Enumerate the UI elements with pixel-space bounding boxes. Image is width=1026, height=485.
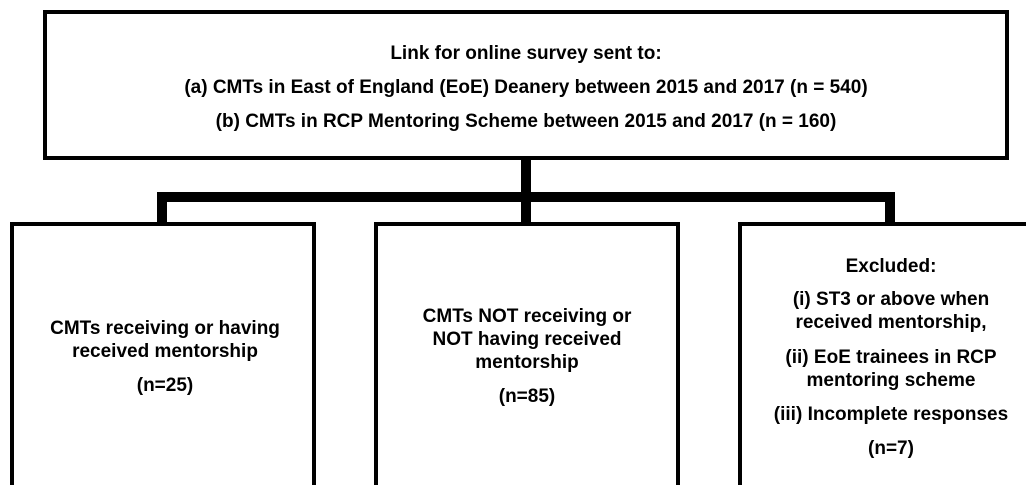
node-line: CMTs NOT receiving or — [423, 306, 632, 327]
node-line: received mentorship, — [795, 312, 986, 333]
box-excluded — [738, 222, 1026, 485]
box-not-received — [374, 222, 680, 485]
node-line: received mentorship — [72, 341, 258, 362]
top-line: (b) CMTs in RCP Mentoring Scheme between… — [216, 111, 837, 132]
node-line: (i) ST3 or above when — [793, 289, 989, 310]
node-line: NOT having received — [432, 329, 621, 350]
node-line: (ii) EoE trainees in RCP — [785, 347, 996, 368]
top-line: Link for online survey sent to: — [390, 43, 661, 64]
node-count: (n=25) — [137, 375, 194, 396]
node-count: (n=85) — [499, 386, 556, 407]
node-line: Excluded: — [846, 256, 937, 277]
node-line: mentorship — [475, 352, 578, 373]
box-received — [10, 222, 316, 485]
connector — [157, 158, 895, 224]
top-line: (a) CMTs in East of England (EoE) Deaner… — [184, 77, 867, 98]
node-line: (iii) Incomplete responses — [774, 404, 1008, 425]
node-count: (n=7) — [868, 438, 914, 459]
node-line: CMTs receiving or having — [50, 318, 280, 339]
node-line: mentoring scheme — [807, 370, 976, 391]
top-box — [43, 10, 1009, 160]
